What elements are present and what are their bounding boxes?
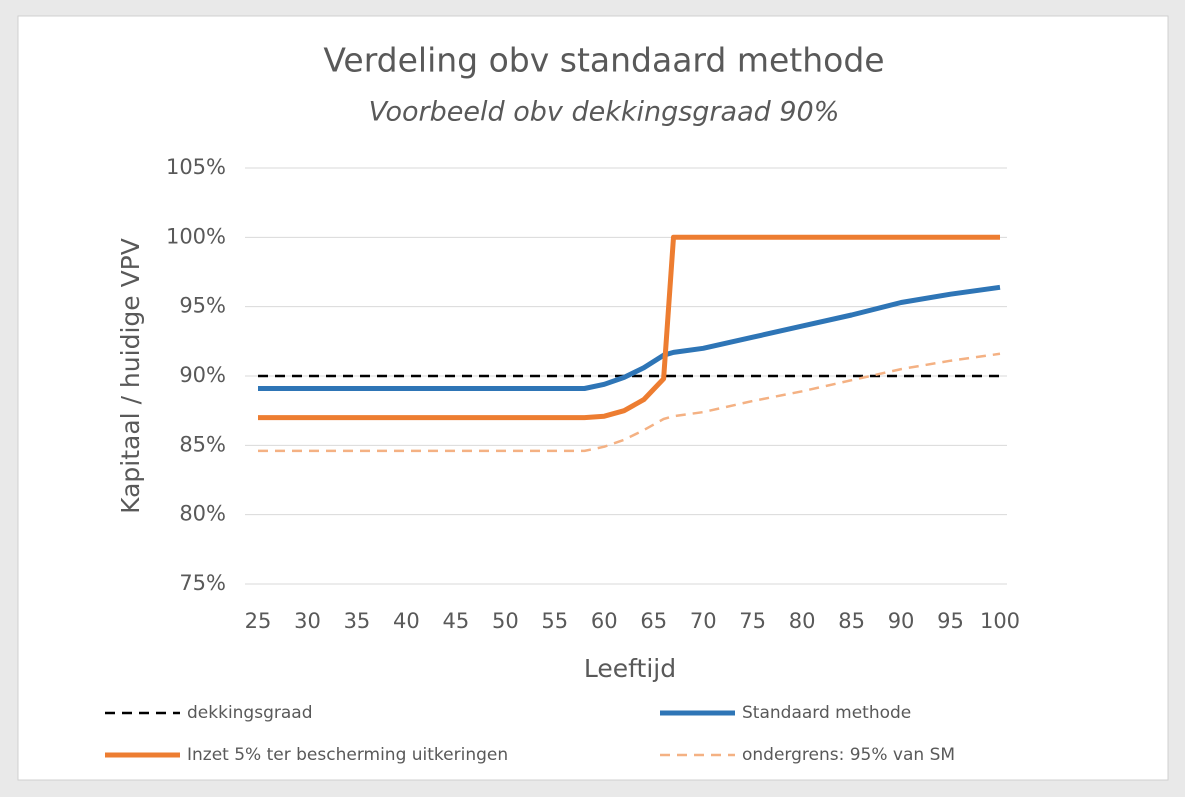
chart-title: Verdeling obv standaard methode	[323, 41, 884, 80]
legend-label: dekkingsgraad	[187, 703, 313, 723]
y-tick-label: 85%	[179, 432, 226, 456]
x-tick-label: 65	[640, 609, 667, 633]
x-tick-label: 60	[591, 609, 618, 633]
x-tick-label: 40	[393, 609, 420, 633]
x-tick-label: 45	[442, 609, 469, 633]
x-tick-label: 35	[344, 609, 371, 633]
chart-subtitle: Voorbeeld obv dekkingsgraad 90%	[369, 97, 840, 128]
y-tick-label: 105%	[166, 155, 226, 179]
x-tick-label: 80	[789, 609, 816, 633]
x-tick-label: 85	[838, 609, 865, 633]
x-tick-label: 75	[739, 609, 766, 633]
x-axis-label: Leeftijd	[584, 654, 676, 683]
y-tick-label: 80%	[179, 502, 226, 526]
y-tick-label: 95%	[179, 294, 226, 318]
x-tick-label: 30	[294, 609, 321, 633]
series-line	[258, 284, 1001, 391]
chart-card	[17, 15, 1169, 781]
legend-label: Standaard methode	[742, 703, 911, 723]
x-tick-label: 70	[690, 609, 717, 633]
x-tick-label: 100	[980, 609, 1020, 633]
series-line	[258, 234, 1000, 421]
x-tick-label: 50	[492, 609, 519, 633]
x-tick-label: 90	[888, 609, 915, 633]
x-tick-label: 55	[541, 609, 568, 633]
legend-label: ondergrens: 95% van SM	[742, 745, 955, 765]
series-line	[258, 352, 1001, 453]
y-tick-label: 100%	[166, 224, 226, 248]
legend-label: Inzet 5% ter bescherming uitkeringen	[187, 745, 508, 765]
y-tick-label: 75%	[179, 571, 226, 595]
y-axis-label: Kapitaal / huidige VPV	[116, 238, 145, 514]
x-tick-label: 95	[937, 609, 964, 633]
y-tick-label: 90%	[179, 363, 226, 387]
x-tick-label: 25	[245, 609, 272, 633]
